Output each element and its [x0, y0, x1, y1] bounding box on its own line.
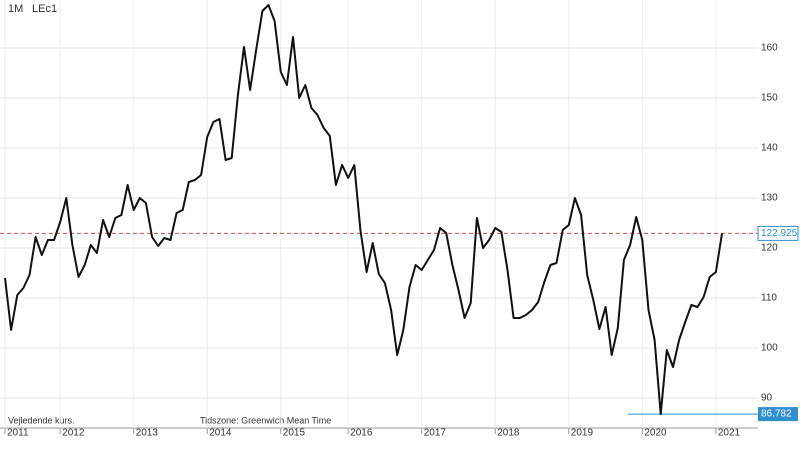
- y-tick-label: 90: [761, 393, 773, 404]
- last-price-label: 122.925: [761, 228, 798, 239]
- x-tick-label: 2015: [283, 428, 306, 439]
- timezone: Tidszone: Greenwich Mean Time: [200, 415, 331, 425]
- y-tick-label: 140: [761, 143, 778, 154]
- x-tick-label: 2019: [571, 428, 594, 439]
- price-line: [4, 4, 723, 416]
- y-tick-label: 160: [761, 43, 778, 54]
- x-tick-label: 2017: [424, 428, 447, 439]
- symbol: LEc1: [32, 3, 57, 15]
- last-price-box: [757, 225, 799, 241]
- y-tick-label: 130: [761, 193, 778, 204]
- y-tick-label: 150: [761, 93, 778, 104]
- footnote: Vejledende kurs.: [8, 415, 75, 425]
- x-tick-label: 2016: [350, 428, 373, 439]
- interval: 1M: [8, 3, 23, 15]
- x-tick-label: 2013: [136, 428, 159, 439]
- y-tick-label: 120: [761, 243, 778, 254]
- y-tick-label: 100: [761, 343, 778, 354]
- low-price-label: 86.782: [761, 409, 792, 420]
- x-tick-label: 2021: [718, 428, 741, 439]
- y-tick-label: 110: [761, 293, 777, 304]
- x-tick-label: 2020: [644, 428, 667, 439]
- x-tick-label: 2014: [209, 428, 232, 439]
- low-price-box: [758, 407, 798, 422]
- x-tick-label: 2018: [497, 428, 520, 439]
- x-tick-label: 2012: [62, 428, 85, 439]
- x-tick-label: 2011: [7, 428, 29, 439]
